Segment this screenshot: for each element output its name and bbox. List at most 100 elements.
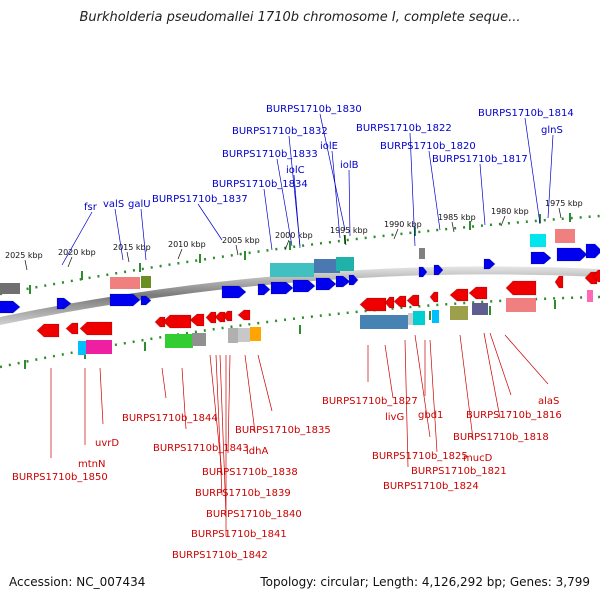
forward-gene-arrow[interactable] — [556, 247, 588, 262]
reverse-gene-arrow[interactable] — [359, 297, 387, 312]
gene-label-bottom[interactable]: BURPS1710b_1825 — [372, 451, 468, 462]
gene-label-bottom[interactable]: livG — [385, 412, 404, 423]
gene-label-top[interactable]: BURPS1710b_1837 — [152, 194, 248, 205]
gene-feature-box[interactable] — [86, 340, 112, 354]
gene-feature-box[interactable] — [250, 327, 261, 341]
gene-feature-box[interactable] — [78, 341, 86, 355]
reverse-gene-arrow[interactable] — [222, 310, 233, 322]
gene-feature-box[interactable] — [472, 303, 488, 315]
gene-label-top[interactable]: BURPS1710b_1834 — [212, 179, 308, 190]
gene-label-top[interactable]: fsr — [84, 202, 98, 213]
gene-feature-box[interactable] — [110, 277, 140, 289]
gene-label-bottom[interactable]: mtnN — [78, 459, 105, 470]
forward-gene-arrow[interactable] — [348, 274, 359, 286]
reverse-gene-arrow[interactable] — [505, 280, 537, 296]
gene-label-top[interactable]: galU — [128, 199, 151, 210]
forward-gene-arrow[interactable] — [433, 264, 444, 276]
gene-feature-box[interactable] — [419, 248, 425, 259]
gene-label-top[interactable]: BURPS1710b_1814 — [478, 108, 574, 119]
gene-label-top[interactable]: BURPS1710b_1817 — [432, 154, 528, 165]
reverse-gene-arrow[interactable] — [162, 314, 192, 329]
gene-label-bottom[interactable]: BURPS1710b_1818 — [453, 432, 549, 443]
forward-gene-arrow[interactable] — [418, 266, 428, 278]
gene-label-bottom[interactable]: BURPS1710b_1835 — [235, 425, 331, 436]
gene-label-top[interactable]: BURPS1710b_1830 — [266, 104, 362, 115]
gene-label-bottom[interactable]: idhA — [246, 446, 268, 457]
gene-label-bottom[interactable]: BURPS1710b_1824 — [383, 481, 479, 492]
gene-feature-box[interactable] — [360, 315, 408, 329]
forward-gene-arrow[interactable] — [292, 279, 316, 293]
gene-feature-box[interactable] — [141, 276, 151, 288]
gene-label-bottom[interactable]: BURPS1710b_1838 — [202, 467, 298, 478]
gene-label-bottom[interactable]: alaS — [538, 396, 559, 407]
forward-gene-arrow[interactable] — [483, 258, 496, 270]
forward-gene-arrow[interactable] — [221, 285, 247, 299]
gene-label-top[interactable]: iolB — [340, 160, 359, 171]
forward-gene-arrow[interactable] — [315, 277, 337, 291]
forward-gene-arrow[interactable] — [56, 297, 72, 310]
gene-feature-box[interactable] — [555, 229, 575, 243]
forward-gene-arrow[interactable] — [585, 243, 600, 259]
forward-gene-arrow[interactable] — [0, 300, 21, 314]
gene-label-bottom[interactable]: BURPS1710b_1842 — [172, 550, 268, 561]
reverse-gene-arrow[interactable] — [79, 321, 113, 336]
gene-label-bottom[interactable]: BURPS1710b_1821 — [411, 466, 507, 477]
forward-gene-arrow[interactable] — [335, 275, 351, 288]
gene-feature-box[interactable] — [238, 328, 250, 342]
forward-gene-arrow[interactable] — [109, 293, 141, 307]
gene-feature-box[interactable] — [450, 306, 468, 320]
gene-feature-box[interactable] — [408, 313, 413, 325]
reverse-gene-arrow[interactable] — [214, 311, 226, 323]
gene-feature-box[interactable] — [506, 298, 536, 312]
reverse-gene-arrow[interactable] — [592, 269, 600, 283]
gene-label-bottom[interactable]: BURPS1710b_1841 — [191, 529, 287, 540]
gene-feature-box[interactable] — [587, 290, 593, 302]
forward-gene-arrow[interactable] — [270, 281, 294, 295]
gene-feature-box[interactable] — [530, 234, 546, 247]
gene-label-top[interactable]: BURPS1710b_1822 — [356, 123, 452, 134]
gene-label-bottom[interactable]: BURPS1710b_1843 — [153, 443, 249, 454]
gene-feature-box[interactable] — [192, 333, 206, 346]
gene-label-bottom[interactable]: BURPS1710b_1844 — [122, 413, 218, 424]
gene-label-top[interactable]: BURPS1710b_1820 — [380, 141, 476, 152]
reverse-gene-arrow[interactable] — [468, 286, 488, 300]
gene-label-top[interactable]: valS — [103, 199, 124, 210]
gene-label-bottom[interactable]: mucD — [463, 453, 493, 464]
gene-feature-box[interactable] — [413, 311, 425, 325]
reverse-gene-arrow[interactable] — [65, 322, 79, 335]
reverse-gene-arrow[interactable] — [449, 288, 469, 302]
gene-label-top[interactable]: glnS — [541, 125, 563, 136]
gene-feature-box[interactable] — [314, 259, 340, 273]
reverse-gene-arrow[interactable] — [237, 309, 251, 321]
gene-label-top[interactable]: BURPS1710b_1832 — [232, 126, 328, 137]
gene-label-top[interactable]: iolC — [286, 165, 305, 176]
forward-gene-arrow[interactable] — [140, 295, 152, 306]
gene-label-top[interactable]: BURPS1710b_1833 — [222, 149, 318, 160]
reverse-gene-arrow[interactable] — [36, 323, 60, 338]
reverse-gene-arrow[interactable] — [393, 295, 407, 308]
reverse-gene-arrow[interactable] — [406, 294, 420, 307]
gene-label-bottom[interactable]: BURPS1710b_1839 — [195, 488, 291, 499]
reverse-gene-arrow[interactable] — [554, 275, 564, 289]
reverse-gene-arrow[interactable] — [189, 313, 205, 327]
forward-gene-arrow[interactable] — [530, 251, 552, 265]
reverse-gene-arrow[interactable] — [429, 291, 439, 303]
gene-feature-box[interactable] — [432, 310, 439, 323]
gene-label-bottom[interactable]: BURPS1710b_1840 — [206, 509, 302, 520]
gene-label-bottom[interactable]: BURPS1710b_1816 — [466, 410, 562, 421]
gene-feature-box[interactable] — [165, 334, 193, 348]
gene-label-top[interactable]: iolE — [320, 141, 338, 152]
reverse-gene-arrow[interactable] — [154, 316, 166, 328]
gene-feature-box[interactable] — [0, 283, 20, 294]
gene-label-bottom[interactable]: uvrD — [95, 438, 119, 449]
reverse-gene-arrow[interactable] — [384, 296, 395, 309]
gene-feature-box[interactable] — [228, 328, 238, 343]
gene-label-bottom[interactable]: BURPS1710b_1850 — [12, 472, 108, 483]
gene-feature-box[interactable] — [336, 257, 354, 271]
gene-feature-box[interactable] — [270, 263, 314, 277]
gene-label-bottom[interactable]: gbd1 — [418, 410, 443, 421]
forward-gene-arrow[interactable] — [257, 283, 271, 296]
reverse-gene-arrow[interactable] — [205, 311, 217, 324]
gene-label-bottom[interactable]: BURPS1710b_1827 — [322, 396, 418, 407]
